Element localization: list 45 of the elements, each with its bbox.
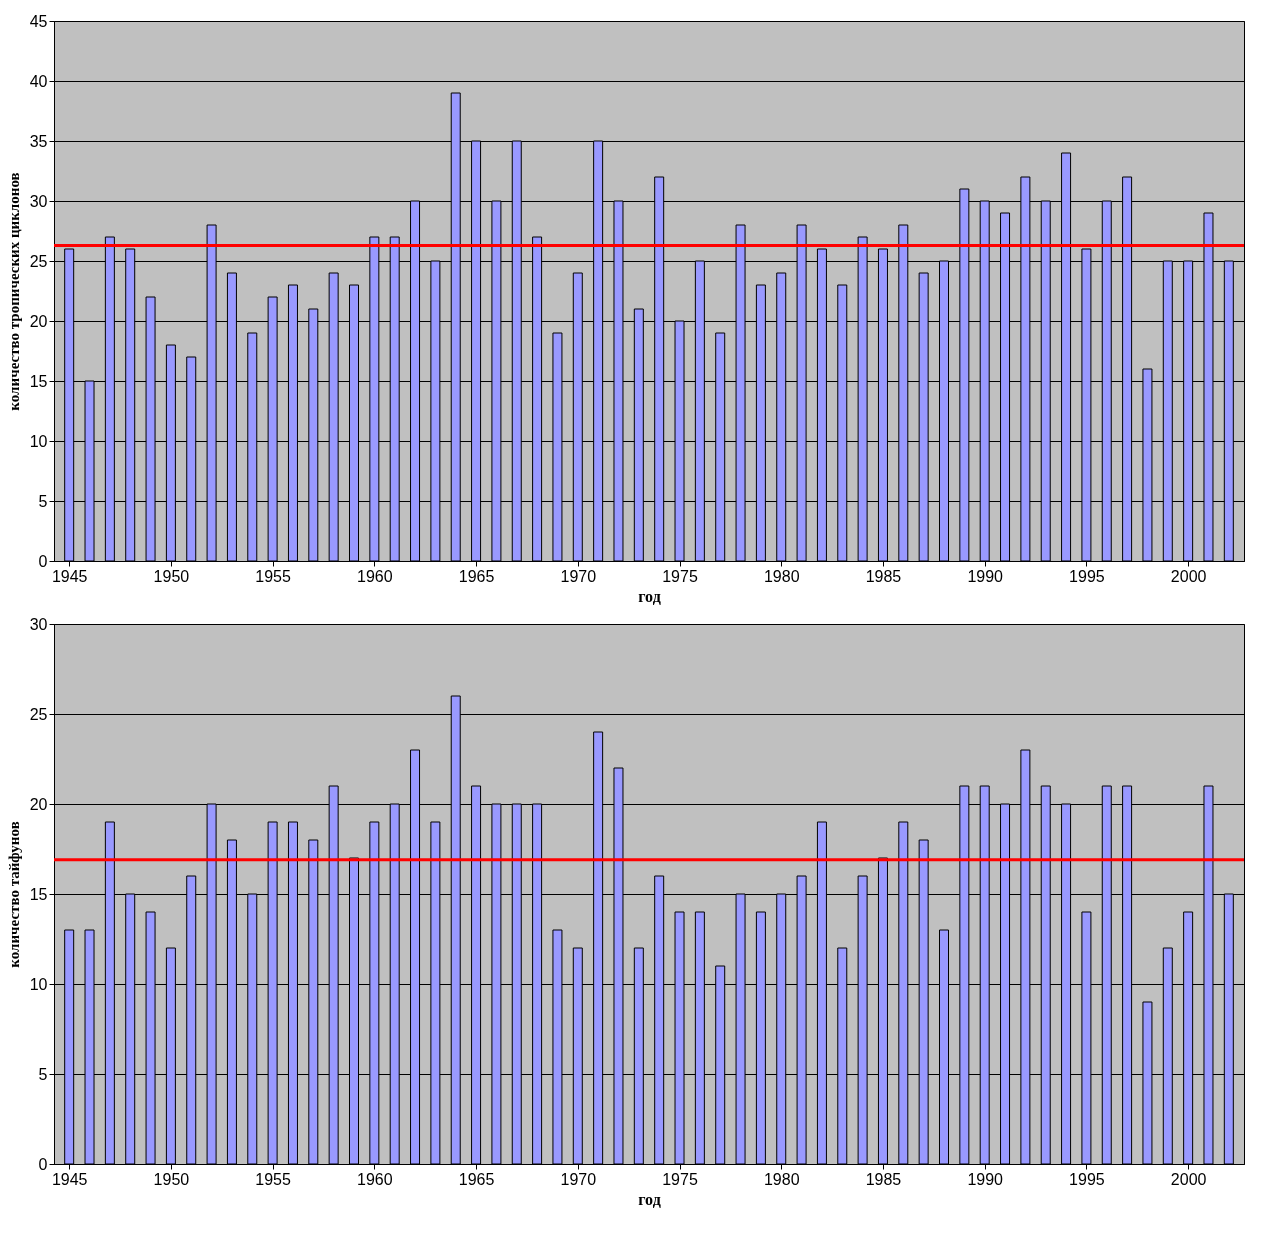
y-tick-label: 20: [29, 795, 48, 813]
y-tick-label: 10: [29, 432, 48, 450]
y-tick-label: 0: [38, 552, 48, 570]
y-axis-title: количество тайфунов: [5, 821, 22, 968]
x-tick-label: 1975: [662, 1170, 698, 1188]
x-tick-label: 1990: [967, 567, 1004, 585]
y-tick-label: 30: [29, 192, 48, 210]
x-tick-label: 2000: [1170, 567, 1207, 585]
y-axis-title: количество тропических циклонов: [5, 172, 22, 411]
y-tick-label: 5: [38, 492, 48, 510]
x-tick-label: 1945: [51, 567, 88, 585]
y-tick-label: 25: [29, 705, 48, 723]
y-tick-label: 45: [29, 12, 48, 30]
x-tick-label: 1955: [255, 1170, 292, 1188]
x-tick-label: 1995: [1069, 567, 1105, 585]
y-tick-label: 20: [29, 312, 48, 330]
x-tick-label: 1960: [357, 1170, 393, 1188]
x-tick-label: 1965: [458, 1170, 495, 1188]
x-tick-label: 1995: [1069, 1170, 1105, 1188]
x-tick-label: 1970: [560, 567, 597, 585]
x-tick-label: 1945: [51, 1170, 88, 1188]
y-tick-label: 30: [29, 615, 48, 633]
x-axis-title: год: [638, 587, 661, 605]
x-tick-label: 1975: [662, 567, 698, 585]
x-tick-label: 1970: [560, 1170, 597, 1188]
x-tick-label: 1955: [255, 567, 292, 585]
y-tick-label: 15: [29, 885, 48, 903]
y-tick-label: 5: [38, 1065, 48, 1083]
x-axis-title: год: [638, 1190, 661, 1208]
y-tick-label: 40: [29, 72, 48, 90]
x-tick-label: 1965: [458, 567, 495, 585]
x-tick-label: 1990: [967, 1170, 1004, 1188]
y-tick-label: 35: [29, 132, 48, 150]
x-tick-label: 1985: [865, 1170, 902, 1188]
y-tick-label: 0: [38, 1155, 48, 1173]
x-tick-label: 1980: [763, 1170, 800, 1188]
x-tick-label: 1950: [153, 1170, 190, 1188]
y-tick-label: 10: [29, 975, 48, 993]
x-tick-label: 1980: [763, 567, 800, 585]
x-tick-label: 1985: [865, 567, 902, 585]
y-tick-label: 25: [29, 252, 48, 270]
x-tick-label: 2000: [1170, 1170, 1207, 1188]
y-tick-label: 15: [29, 372, 48, 390]
x-tick-label: 1950: [153, 567, 190, 585]
x-tick-label: 1960: [357, 567, 393, 585]
